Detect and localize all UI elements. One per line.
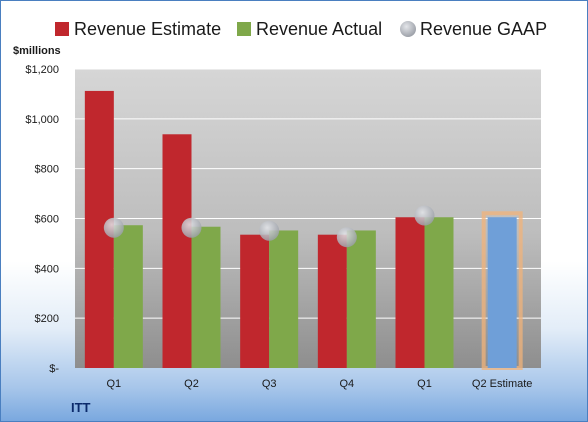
legend-label-0: Revenue Estimate xyxy=(74,19,221,39)
x-axis-ticks: Q1 Q2 Q3 Q4 Q1 Q2 Estimate xyxy=(106,378,532,390)
x-tick-label: Q4 xyxy=(339,378,354,390)
gaap-markers xyxy=(103,205,435,248)
legend-label-2: Revenue GAAP xyxy=(420,19,547,39)
x-tick-label: Q1 xyxy=(106,378,121,390)
gaap-marker xyxy=(336,227,357,248)
bar-revenue-actual xyxy=(269,230,299,368)
y-axis-unit-label: $millions xyxy=(13,45,61,57)
legend-swatch-0 xyxy=(55,22,69,36)
x-tick-label: Q1 xyxy=(417,378,432,390)
bar-revenue-estimate xyxy=(317,234,347,368)
bar-q2-estimate xyxy=(487,217,517,368)
bar-revenue-actual xyxy=(113,225,143,368)
legend-swatch-gaap xyxy=(400,21,416,37)
gaap-marker xyxy=(181,217,202,238)
x-tick-label: Q2 Estimate xyxy=(472,378,533,390)
bar-revenue-estimate xyxy=(162,134,192,368)
gaap-marker xyxy=(259,220,280,241)
x-tick-label: Q2 xyxy=(184,378,199,390)
legend-swatch-1 xyxy=(237,22,251,36)
gaap-marker xyxy=(414,205,435,226)
y-tick-label: $800 xyxy=(35,164,59,176)
bar-revenue-estimate xyxy=(395,217,425,368)
bar-revenue-actual xyxy=(424,217,454,368)
y-tick-label: $200 xyxy=(35,313,59,325)
legend-label-1: Revenue Actual xyxy=(256,19,382,39)
y-tick-label: $1,200 xyxy=(25,64,59,76)
y-tick-label: $600 xyxy=(35,214,59,226)
bar-revenue-actual xyxy=(191,226,221,368)
bar-revenue-actual xyxy=(346,230,376,368)
x-tick-label: Q3 xyxy=(262,378,277,390)
company-label: ITT xyxy=(71,400,91,415)
y-tick-label: $- xyxy=(49,363,59,375)
chart-legend: Revenue Estimate Revenue Actual Revenue GA… xyxy=(55,19,547,39)
bar-revenue-estimate xyxy=(240,234,270,368)
y-axis-ticks: $- $200 $400 $600 $800 $1,000 $1,200 xyxy=(25,64,59,375)
y-tick-label: $1,000 xyxy=(25,114,59,126)
gridlines xyxy=(75,68,541,319)
bars xyxy=(84,90,523,370)
gaap-marker xyxy=(103,217,124,238)
y-tick-label: $400 xyxy=(35,263,59,275)
